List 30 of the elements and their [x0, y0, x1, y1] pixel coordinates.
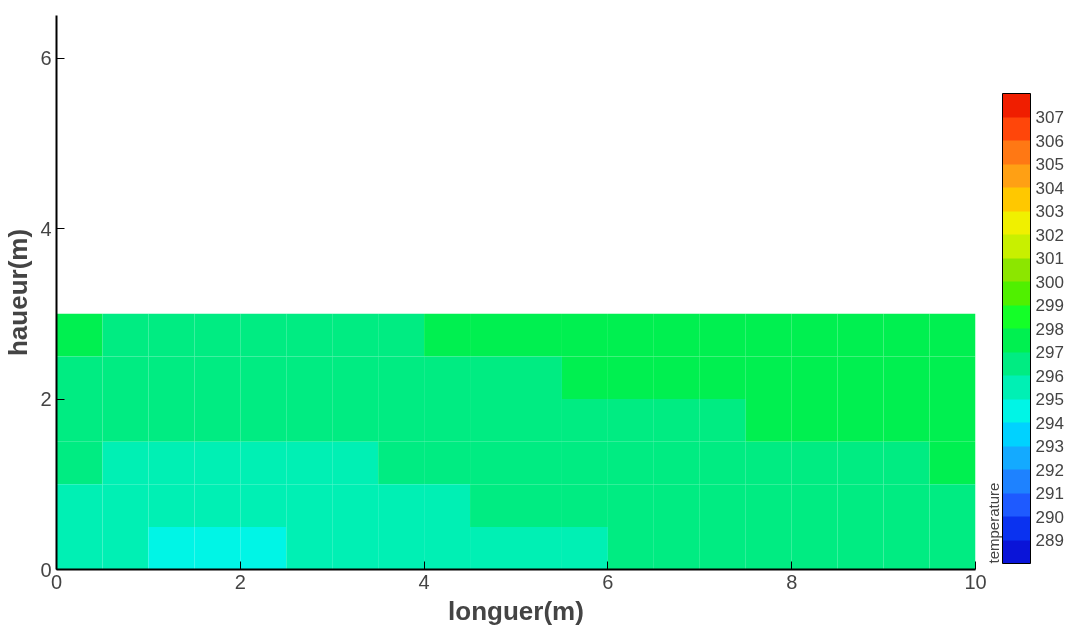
color-bar-label: 289	[1035, 531, 1064, 550]
x-tick-label: 2	[234, 570, 246, 593]
color-bar-label: 299	[1035, 296, 1064, 315]
y-tick-label: 6	[40, 47, 52, 70]
color-bar-label: 302	[1035, 225, 1064, 245]
y-tick-label: 4	[40, 217, 52, 240]
color-bar-label: 293	[1035, 437, 1064, 456]
color-bar-label: 300	[1035, 272, 1064, 292]
x-tick-label: 6	[602, 570, 614, 593]
color-bar-label: 307	[1035, 108, 1064, 127]
color-bar-label: 291	[1035, 484, 1064, 503]
color-bar-label: 292	[1035, 460, 1064, 480]
x-axis-title: longuer(m)	[448, 595, 584, 626]
color-bar-label: 290	[1035, 507, 1064, 527]
color-bar-label: 298	[1035, 319, 1064, 339]
x-tick-label: 10	[964, 570, 987, 593]
color-bar-label: 304	[1035, 178, 1064, 198]
color-bar-label: 296	[1035, 366, 1064, 386]
y-tick-label: 2	[40, 388, 52, 411]
x-tick-label: 4	[418, 570, 430, 593]
color-bar-label: 301	[1035, 249, 1064, 268]
color-bar-label: 297	[1035, 343, 1064, 362]
color-bar-label: 295	[1035, 390, 1064, 409]
y-axis-title: haueur(m)	[3, 228, 34, 357]
color-bar-label: 305	[1035, 155, 1064, 174]
color-bar-title: temperature	[984, 482, 1002, 564]
x-tick-label: 8	[786, 570, 798, 593]
color-bar-label: 303	[1035, 202, 1064, 221]
color-bar-label: 294	[1035, 413, 1064, 433]
color-bar-label: 306	[1035, 131, 1064, 151]
